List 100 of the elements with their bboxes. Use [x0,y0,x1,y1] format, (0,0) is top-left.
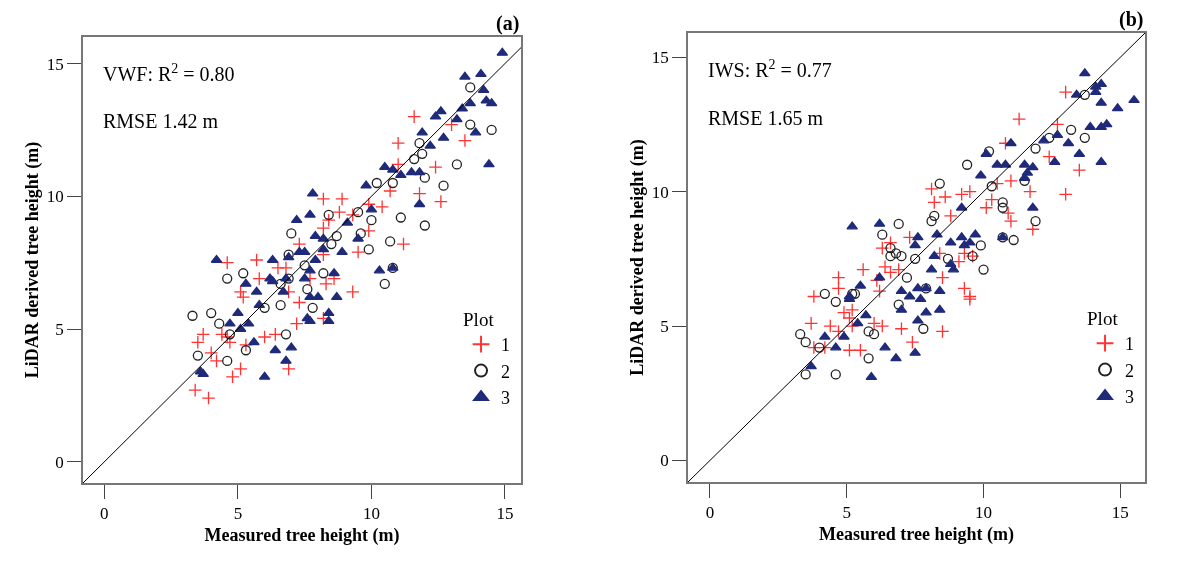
point [465,119,476,130]
point [224,329,236,340]
point [220,255,235,270]
point [318,268,329,279]
point [997,197,1008,208]
point [188,383,203,398]
point [1072,163,1087,178]
point [819,288,830,299]
y-axis-title: LiDAR derived tree height (m) [21,141,43,379]
point [187,310,198,321]
legend-label: 3 [501,388,511,409]
point [331,230,342,242]
point [419,220,430,231]
point [901,272,913,283]
chart-title: (b) [1119,8,1144,31]
point [842,343,857,358]
point [307,302,318,313]
point [830,296,841,308]
point [1003,173,1018,188]
point [978,264,989,275]
point [934,178,945,189]
point [280,329,292,340]
point [1003,214,1018,229]
y-tick-label: 0 [55,452,64,472]
point [877,229,888,240]
point [975,240,986,251]
point [361,223,376,238]
point [883,235,898,250]
point [457,133,472,148]
point [281,361,296,376]
point [352,207,364,218]
point [299,260,310,271]
point [935,324,950,339]
point [451,159,463,170]
y-tick-label: 0 [660,451,669,471]
point [1030,143,1041,154]
point [868,328,880,340]
annotation: IWS: R$^{2}$ = 0.77 [708,57,832,82]
point [383,184,398,198]
point [316,221,331,236]
point [233,361,248,376]
point [433,194,448,209]
point [363,244,374,255]
point [279,261,293,275]
point [893,218,904,230]
point [192,350,203,361]
point [817,340,832,355]
point [428,160,443,175]
point [268,327,283,342]
point [935,270,950,285]
point [407,109,422,124]
annotation: RMSE 1.42 m [103,110,219,132]
point [196,327,211,342]
point [233,284,248,299]
y-tick-label: 10 [651,182,669,202]
point [853,343,868,358]
legend-label: 1 [501,335,511,356]
y-tick-label: 5 [55,319,64,339]
point [220,330,235,344]
point [345,207,360,222]
point [926,216,937,227]
point [984,192,999,207]
legend-title: Plot [1087,308,1119,330]
point [465,82,476,93]
point [905,335,920,350]
point [323,209,334,221]
point [384,236,396,247]
point [438,180,449,191]
x-tick-label: 10 [362,504,380,524]
point [316,191,331,206]
point [1042,149,1057,164]
point [396,237,411,252]
point [1079,132,1090,144]
annotation: RMSE 1.65 m [708,107,824,129]
point [222,355,233,367]
point [1025,222,1040,237]
point [845,319,860,334]
point [222,273,233,284]
point [1065,124,1077,135]
point [1050,117,1065,132]
x-tick-label: 10 [975,503,993,523]
legend-label: 2 [1125,360,1135,381]
point [885,251,896,262]
annotation: VWF: R$^{2}$ = 0.80 [103,61,235,86]
point [845,302,860,317]
point [214,318,225,329]
point [867,316,882,331]
point [800,337,811,348]
point [831,281,846,296]
point [1023,184,1038,199]
point [1030,216,1041,227]
point [938,190,953,204]
point [201,391,216,405]
x-tick-label: 5 [842,503,851,523]
point [1008,234,1019,246]
x-tick-label: 0 [705,503,715,523]
point [240,345,252,356]
point [961,159,973,170]
point [885,242,896,254]
point [875,319,890,334]
